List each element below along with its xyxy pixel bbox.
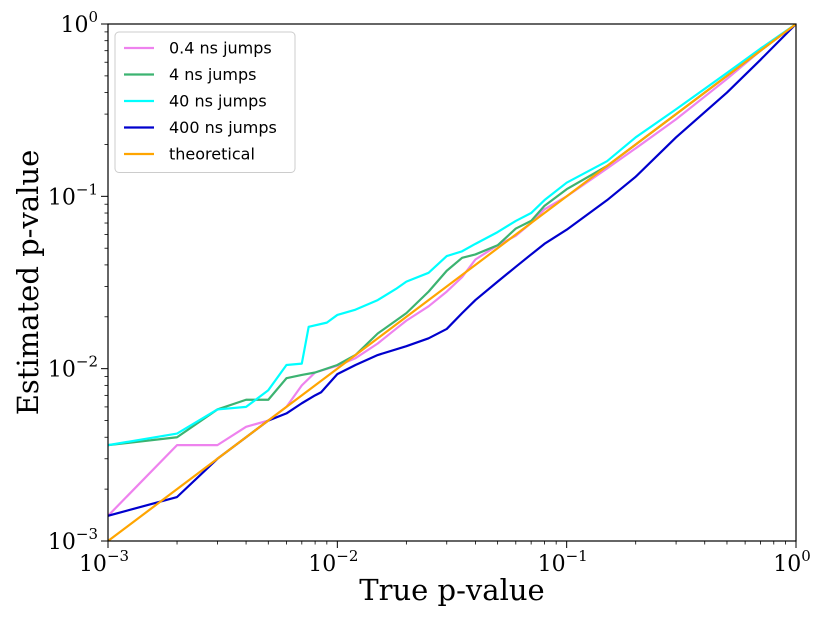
y-tick-label-1: 10−2 [48, 353, 98, 383]
x-axis-label: True p-value [359, 573, 544, 607]
plot-frame [107, 23, 797, 542]
series-line-4 [108, 24, 796, 541]
series-line-3 [108, 24, 796, 517]
y-axis-label: Estimated p-value [11, 150, 45, 416]
x-tick-label-1: 10−2 [308, 547, 358, 577]
y-tick-label-2: 10−1 [48, 180, 98, 210]
ticks-layer: 10−3 10−2 10−1 100 10−3 10−2 10−1 100 [48, 8, 811, 577]
series-line-2 [108, 24, 796, 447]
y-tick-label-0: 10−3 [48, 525, 98, 555]
x-tick-label-3: 100 [773, 547, 811, 577]
series-layer [108, 24, 796, 541]
legend-label-2: 40 ns jumps [169, 92, 267, 111]
legend-label-4: theoretical [169, 145, 255, 164]
x-tick-label-2: 10−1 [538, 547, 588, 577]
x-tick-label-0: 10−3 [79, 547, 129, 577]
legend-label-0: 0.4 ns jumps [169, 39, 272, 58]
legend-label-3: 400 ns jumps [169, 118, 277, 137]
legend-label-1: 4 ns jumps [169, 65, 257, 84]
legend: 0.4 ns jumps 4 ns jumps 40 ns jumps 400 ns … [114, 31, 296, 173]
legend-box [114, 31, 296, 173]
y-tick-label-3: 100 [60, 8, 98, 38]
